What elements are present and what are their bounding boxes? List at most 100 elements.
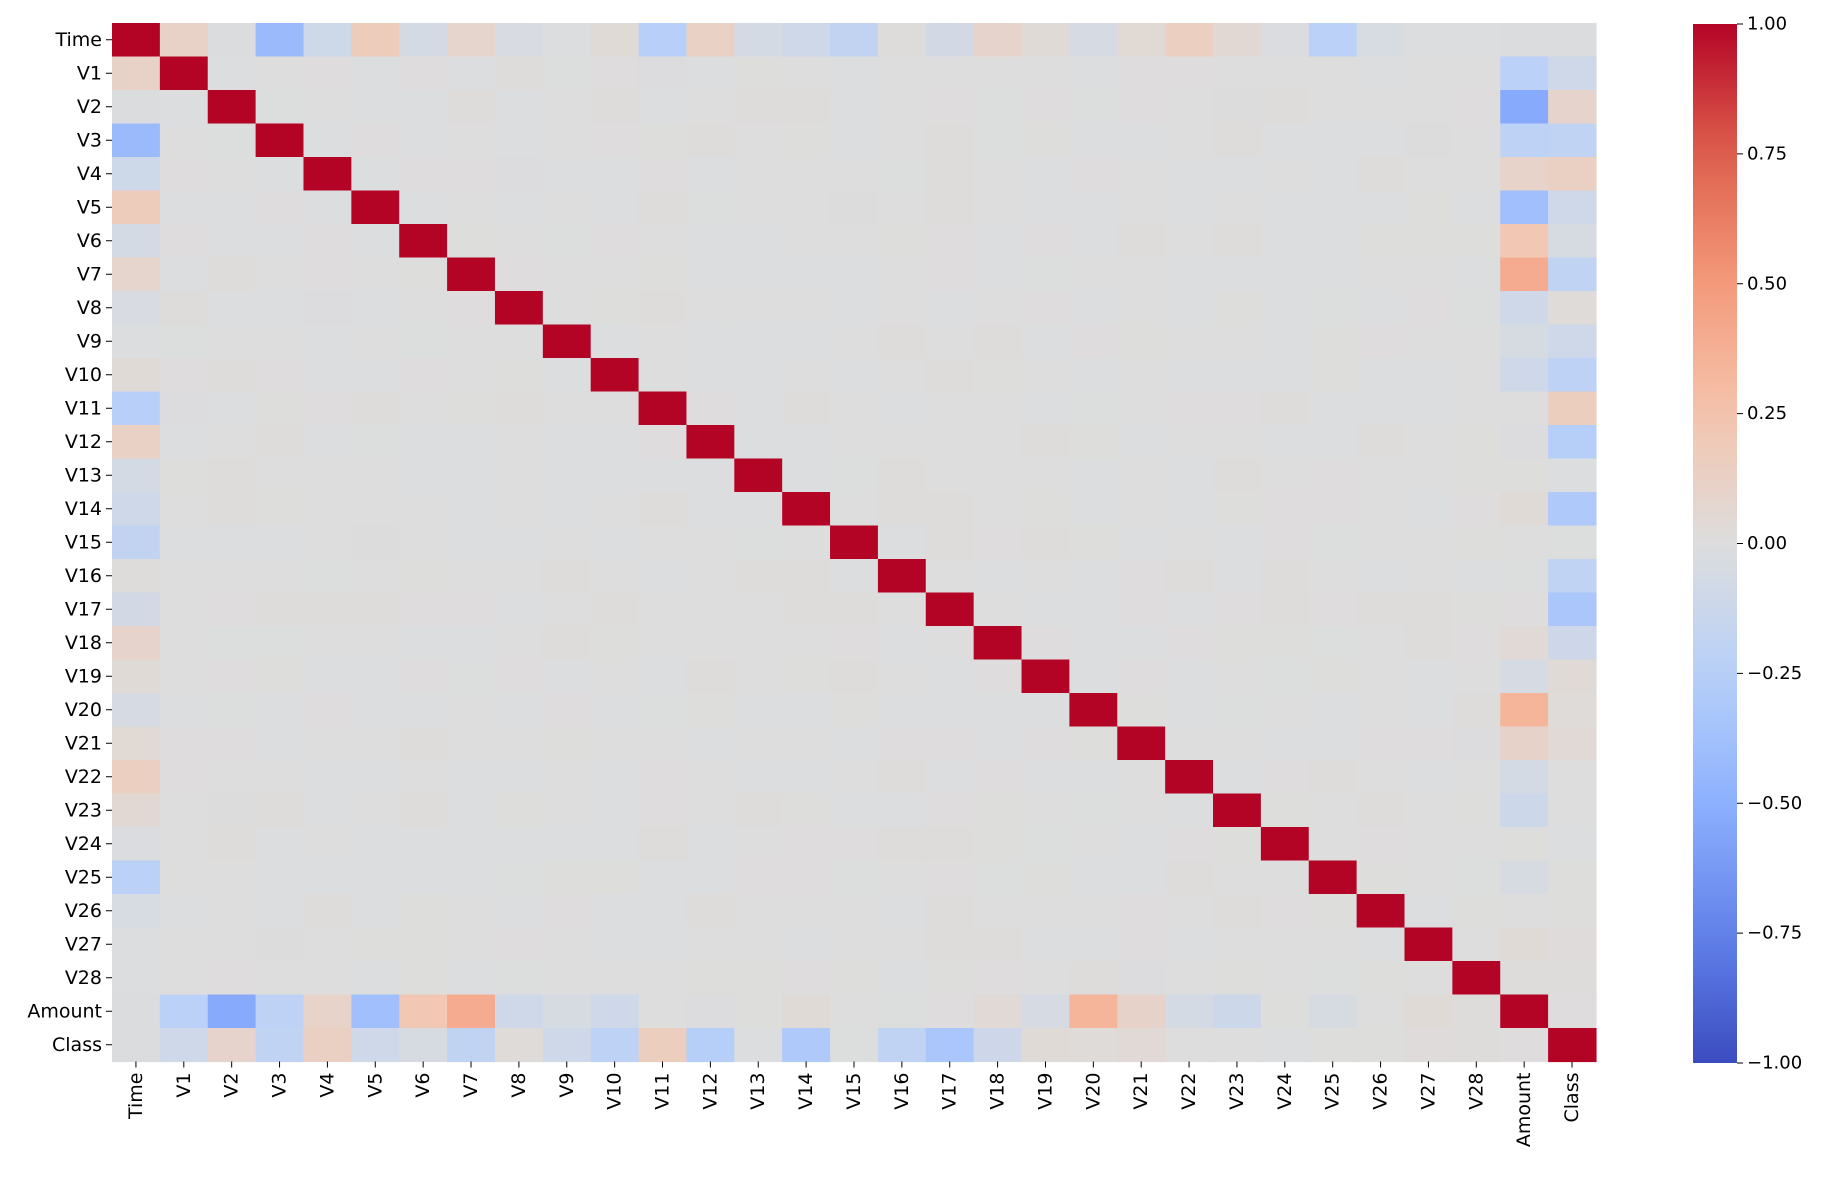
heatmap-cell-v4-v5 bbox=[351, 157, 400, 192]
heatmap-cell-v26-v19 bbox=[1021, 894, 1070, 929]
heatmap-cell-v21-v17 bbox=[925, 726, 975, 761]
heatmap-cell-v15-class bbox=[1548, 525, 1597, 560]
heatmap-cell-v5-v20 bbox=[1069, 190, 1118, 225]
heatmap-cell-v27-v3 bbox=[255, 927, 305, 962]
heatmap-cell-v23-v22 bbox=[1165, 793, 1214, 828]
heatmap-cell-v10-v15 bbox=[830, 358, 879, 393]
heatmap-cell-v9-class bbox=[1548, 324, 1597, 359]
heatmap-cell-v21-v5 bbox=[351, 726, 400, 761]
y-tick-label-v11: V11 bbox=[65, 397, 102, 419]
heatmap-cell-amount-v14 bbox=[782, 994, 831, 1029]
heatmap-cell-v11-v13 bbox=[734, 391, 783, 426]
heatmap-cell-v23-v3 bbox=[255, 793, 305, 828]
heatmap-cell-v7-v17 bbox=[925, 257, 975, 292]
heatmap-cell-v17-v6 bbox=[399, 592, 448, 627]
heatmap-cell-time-v26 bbox=[1356, 23, 1406, 58]
heatmap-cell-v16-v18 bbox=[973, 559, 1023, 594]
heatmap-cell-v9-v25 bbox=[1308, 324, 1358, 359]
heatmap-cell-v12-v17 bbox=[925, 425, 975, 460]
heatmap-cell-v7-v26 bbox=[1356, 257, 1406, 292]
heatmap-cell-class-v21 bbox=[1117, 1028, 1166, 1063]
heatmap-cell-v8-v8 bbox=[494, 291, 544, 326]
heatmap-cell-v15-v9 bbox=[542, 525, 592, 560]
heatmap-cell-v5-v4 bbox=[303, 190, 352, 225]
heatmap-cell-v24-v24 bbox=[1260, 827, 1310, 862]
heatmap-cell-v20-class bbox=[1548, 693, 1597, 728]
colorbar-tick-label-5: −0.25 bbox=[1747, 663, 1802, 684]
heatmap-cell-v6-v18 bbox=[973, 224, 1023, 259]
heatmap-cell-v11-v7 bbox=[447, 391, 496, 426]
heatmap-cell-v4-v26 bbox=[1356, 157, 1406, 192]
heatmap-cell-v15-v27 bbox=[1404, 525, 1453, 560]
heatmap-cell-v26-v12 bbox=[686, 894, 735, 929]
heatmap-cell-v25-v16 bbox=[877, 860, 927, 895]
heatmap-cell-v6-v23 bbox=[1213, 224, 1262, 259]
heatmap-cell-v12-v5 bbox=[351, 425, 400, 460]
heatmap-cell-v17-v16 bbox=[877, 592, 927, 627]
heatmap-cell-v18-time bbox=[112, 626, 161, 661]
y-tick-label-v24: V24 bbox=[65, 833, 102, 855]
y-tick-label-v17: V17 bbox=[65, 598, 102, 620]
y-tick-label-v26: V26 bbox=[65, 900, 102, 922]
heatmap-cell-v25-v5 bbox=[351, 860, 400, 895]
heatmap-cell-v27-v21 bbox=[1117, 927, 1166, 962]
heatmap-cell-v20-v1 bbox=[159, 693, 209, 728]
heatmap-cell-v11-v1 bbox=[159, 391, 209, 426]
heatmap-cell-v10-v18 bbox=[973, 358, 1023, 393]
heatmap-cell-v12-v23 bbox=[1213, 425, 1262, 460]
heatmap-cell-v2-time bbox=[112, 90, 161, 125]
heatmap-cell-time-v14 bbox=[782, 23, 831, 58]
heatmap-cell-v7-v23 bbox=[1213, 257, 1262, 292]
heatmap-cell-v13-amount bbox=[1500, 458, 1549, 493]
x-tick-label-v8: V8 bbox=[508, 1072, 530, 1097]
heatmap-cell-v17-v3 bbox=[255, 592, 305, 627]
y-tick-label-v18: V18 bbox=[65, 632, 102, 654]
heatmap-cell-v18-v9 bbox=[542, 626, 592, 661]
heatmap-cell-v24-v21 bbox=[1117, 827, 1166, 862]
heatmap-cell-v13-v15 bbox=[830, 458, 879, 493]
heatmap-cell-v17-time bbox=[112, 592, 161, 627]
heatmap-cell-amount-v24 bbox=[1260, 994, 1310, 1029]
heatmap-cell-time-amount bbox=[1500, 23, 1549, 58]
heatmap-cell-v16-v28 bbox=[1452, 559, 1501, 594]
heatmap-cell-v14-v9 bbox=[542, 492, 592, 527]
heatmap-cell-time-v4 bbox=[303, 23, 352, 58]
heatmap-cell-v3-class bbox=[1548, 123, 1597, 158]
heatmap-cell-v1-time bbox=[112, 56, 161, 91]
heatmap-cell-v13-v2 bbox=[207, 458, 257, 493]
heatmap-cell-v27-v28 bbox=[1452, 927, 1501, 962]
y-tick-label-v16: V16 bbox=[65, 565, 102, 587]
heatmap-cell-v28-v17 bbox=[925, 961, 975, 996]
heatmap-cell-v23-v17 bbox=[925, 793, 975, 828]
heatmap-cell-time-v6 bbox=[399, 23, 448, 58]
heatmap-cell-v8-v21 bbox=[1117, 291, 1166, 326]
heatmap-cell-v20-amount bbox=[1500, 693, 1549, 728]
heatmap-cell-v26-v16 bbox=[877, 894, 927, 929]
heatmap-cell-v16-class bbox=[1548, 559, 1597, 594]
heatmap-cell-v3-amount bbox=[1500, 123, 1549, 158]
heatmap-cell-v27-v7 bbox=[447, 927, 496, 962]
heatmap-cell-v1-v20 bbox=[1069, 56, 1118, 91]
heatmap-cell-v18-v15 bbox=[830, 626, 879, 661]
heatmap-cell-v4-v15 bbox=[830, 157, 879, 192]
heatmap-cell-amount-v8 bbox=[494, 994, 544, 1029]
heatmap-cell-v20-v16 bbox=[877, 693, 927, 728]
heatmap-cell-v11-v10 bbox=[590, 391, 640, 426]
heatmap-cell-v6-v15 bbox=[830, 224, 879, 259]
heatmap-cell-v24-v1 bbox=[159, 827, 209, 862]
heatmap-cell-v16-v19 bbox=[1021, 559, 1070, 594]
heatmap-cell-v2-v26 bbox=[1356, 90, 1406, 125]
heatmap-cell-v5-v26 bbox=[1356, 190, 1406, 225]
heatmap-cell-v19-v9 bbox=[542, 659, 592, 694]
heatmap-cell-v25-v1 bbox=[159, 860, 209, 895]
heatmap-cell-v18-v25 bbox=[1308, 626, 1358, 661]
heatmap-cell-v8-amount bbox=[1500, 291, 1549, 326]
heatmap-cell-v9-v13 bbox=[734, 324, 783, 359]
heatmap-cell-v3-v4 bbox=[303, 123, 352, 158]
heatmap-cell-v11-amount bbox=[1500, 391, 1549, 426]
heatmap-cell-v14-v19 bbox=[1021, 492, 1070, 527]
heatmap-cell-v10-v27 bbox=[1404, 358, 1453, 393]
heatmap-cell-v2-v1 bbox=[159, 90, 209, 125]
heatmap-cell-v16-v10 bbox=[590, 559, 640, 594]
heatmap-cell-class-v18 bbox=[973, 1028, 1023, 1063]
